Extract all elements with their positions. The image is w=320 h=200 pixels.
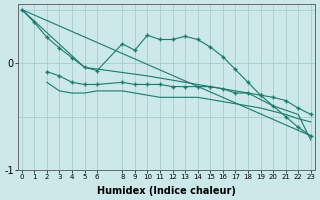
X-axis label: Humidex (Indice chaleur): Humidex (Indice chaleur) [97, 186, 236, 196]
